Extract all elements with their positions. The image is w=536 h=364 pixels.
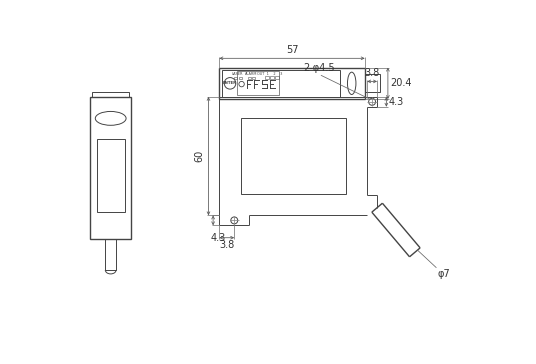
Bar: [265, 76, 269, 79]
Text: ENTER: ENTER: [223, 81, 237, 85]
Text: 20.4: 20.4: [390, 78, 412, 88]
Bar: [248, 77, 251, 79]
Text: 3.8: 3.8: [219, 240, 234, 250]
Text: 4.3: 4.3: [389, 97, 404, 107]
Bar: [276, 76, 279, 79]
Bar: [270, 76, 274, 79]
Bar: [222, 70, 340, 97]
Bar: [252, 77, 256, 79]
Bar: [365, 75, 380, 92]
Text: OUT  1    2    3: OUT 1 2 3: [257, 72, 283, 76]
Text: 3.8: 3.8: [364, 68, 379, 78]
Bar: [92, 92, 129, 97]
Bar: [105, 239, 116, 270]
Text: 4.3: 4.3: [210, 233, 225, 243]
Text: 60: 60: [195, 150, 205, 162]
Bar: [234, 77, 237, 79]
Bar: [239, 77, 242, 79]
Text: 57: 57: [286, 45, 298, 55]
Text: 2-φ4.5: 2-φ4.5: [303, 63, 335, 73]
Bar: [90, 97, 131, 239]
Bar: [97, 139, 124, 212]
Bar: [241, 118, 346, 194]
Text: φ7: φ7: [438, 269, 451, 278]
Text: ALARM: ALARM: [245, 72, 258, 76]
Bar: [237, 71, 279, 95]
Text: LASER: LASER: [232, 72, 243, 76]
Bar: [219, 68, 365, 99]
